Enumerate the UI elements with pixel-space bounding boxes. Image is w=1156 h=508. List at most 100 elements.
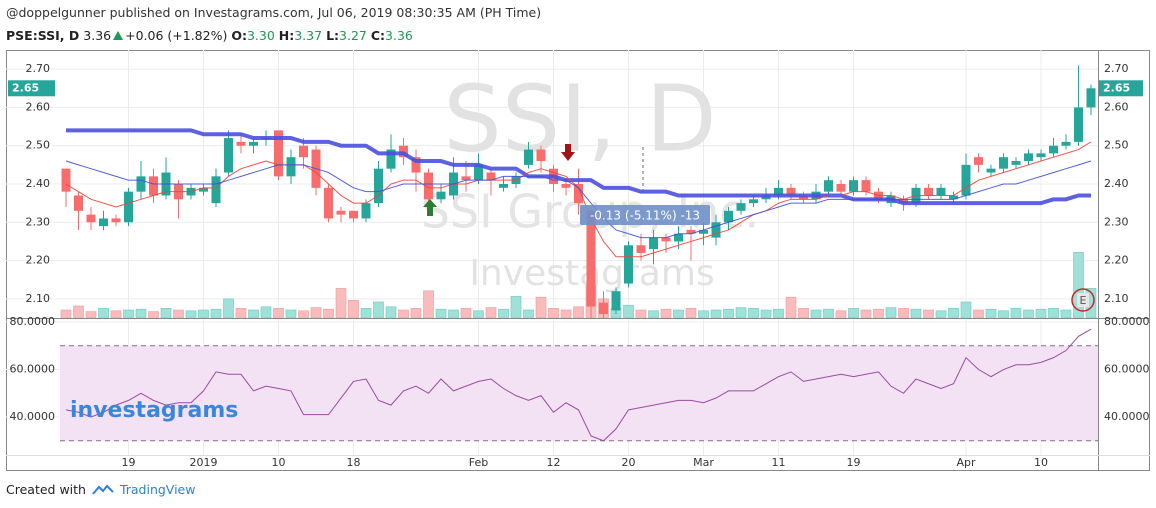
volume-bar bbox=[360, 308, 372, 318]
callout-text: -0.13 (-5.11%) -13 bbox=[590, 209, 700, 223]
candle-body bbox=[861, 180, 871, 192]
brand[interactable]: TradingView bbox=[119, 482, 196, 497]
candle-body bbox=[961, 164, 971, 196]
close-label: C: bbox=[370, 28, 386, 43]
chart: SSI, D SSI Group, Inc. Investagrams 2.10… bbox=[6, 50, 1150, 471]
last-price-badge bbox=[8, 80, 55, 97]
volume-bar bbox=[148, 311, 159, 318]
candle-body bbox=[1074, 107, 1083, 142]
callout-box bbox=[580, 205, 710, 225]
candle-body bbox=[1011, 161, 1021, 165]
volume-bar bbox=[260, 306, 272, 318]
candle-body bbox=[636, 245, 646, 253]
volume-bar bbox=[310, 307, 322, 318]
candle-body bbox=[524, 149, 533, 165]
rsi-band bbox=[60, 345, 1098, 441]
y-tick-label: 2.20 bbox=[26, 254, 51, 267]
candle-body bbox=[224, 138, 233, 173]
volume-bar bbox=[860, 309, 872, 318]
volume-bar bbox=[1060, 309, 1072, 318]
logo: investagrams bbox=[70, 398, 238, 423]
volume-bar bbox=[510, 296, 522, 318]
rsi-line bbox=[65, 328, 1092, 442]
buy-arrow bbox=[423, 199, 437, 216]
volume-bar bbox=[373, 301, 384, 318]
candle-body bbox=[1024, 153, 1033, 162]
volume-bar bbox=[648, 310, 659, 318]
volume-bar bbox=[335, 288, 347, 318]
open-label: O: bbox=[231, 28, 247, 43]
volume-bar bbox=[273, 308, 284, 318]
last-price-label: 2.65 bbox=[1103, 81, 1130, 94]
last-price-label: 2.65 bbox=[12, 81, 39, 94]
candle-body bbox=[374, 168, 383, 204]
last-price-badge bbox=[1099, 80, 1143, 97]
volume-bar bbox=[560, 309, 572, 318]
candle-body bbox=[849, 180, 858, 192]
y-tick-label: 2.30 bbox=[1104, 215, 1129, 228]
high: 3.37 bbox=[294, 28, 323, 43]
rsi-tick-label: 80.0000 bbox=[1104, 315, 1150, 328]
volume-bar bbox=[960, 301, 972, 318]
candle-body bbox=[324, 187, 333, 219]
candle-body bbox=[749, 199, 758, 204]
open: 3.30 bbox=[246, 28, 275, 43]
event-badge[interactable] bbox=[1077, 293, 1089, 307]
candle-body bbox=[349, 210, 358, 219]
volume-bar bbox=[998, 310, 1009, 318]
created-with: Created with bbox=[6, 482, 86, 497]
volume-bar bbox=[235, 308, 247, 318]
volume-bar bbox=[835, 310, 847, 318]
volume-bar bbox=[460, 308, 472, 318]
last-price: 3.36 bbox=[83, 28, 112, 43]
volume-bar bbox=[685, 308, 697, 318]
x-tick-label: 20 bbox=[622, 456, 636, 469]
close: 3.36 bbox=[385, 28, 413, 43]
y-tick-label: 2.20 bbox=[1104, 254, 1129, 267]
y-tick-label: 2.30 bbox=[26, 215, 51, 228]
candle-body bbox=[586, 210, 596, 307]
moving-average bbox=[66, 128, 1091, 206]
candle-body bbox=[274, 130, 283, 177]
candle-body bbox=[736, 203, 746, 211]
volume-bar bbox=[935, 310, 947, 318]
candle-body bbox=[936, 187, 946, 196]
x-tick-label: 12 bbox=[547, 456, 561, 469]
volume-bar bbox=[173, 309, 184, 318]
low: 3.27 bbox=[339, 28, 367, 43]
volume-bar bbox=[473, 310, 484, 318]
y-tick-label: 2.70 bbox=[1104, 62, 1129, 75]
event-circle[interactable] bbox=[1071, 288, 1095, 312]
x-tick-label: 10 bbox=[272, 456, 286, 469]
y-tick-label: 2.10 bbox=[26, 292, 51, 305]
volume-bar bbox=[635, 309, 647, 318]
high-label: H: bbox=[278, 28, 295, 43]
volume-bar bbox=[735, 307, 747, 318]
candle-body bbox=[149, 176, 158, 196]
candle-body bbox=[211, 176, 221, 204]
candle-body bbox=[686, 229, 696, 234]
volume-bar bbox=[223, 298, 234, 318]
volume-bar bbox=[523, 309, 534, 318]
candle-body bbox=[199, 187, 208, 192]
volume-bar bbox=[698, 310, 709, 318]
volume-bar bbox=[498, 308, 509, 318]
volume-bar bbox=[723, 308, 734, 318]
rsi-tick-label: 40.0000 bbox=[10, 410, 56, 423]
event-marker[interactable]: E bbox=[1080, 294, 1087, 307]
low-label: L: bbox=[326, 28, 340, 43]
volume-bar bbox=[398, 309, 409, 318]
watermark-title: SSI, D bbox=[443, 65, 716, 172]
candle-body bbox=[1049, 145, 1058, 154]
volume-bar bbox=[535, 296, 547, 318]
volume-bar bbox=[773, 308, 784, 318]
y-tick-label: 2.10 bbox=[1104, 292, 1129, 305]
candle-body bbox=[624, 245, 633, 284]
rsi-tick-label: 80.0000 bbox=[10, 315, 56, 328]
candle-body bbox=[949, 195, 958, 200]
candle-body bbox=[711, 222, 721, 238]
candle-body bbox=[124, 191, 133, 223]
y-tick-label: 2.60 bbox=[26, 100, 51, 113]
candle-body bbox=[74, 195, 83, 211]
footer: Created with TradingView bbox=[6, 482, 195, 497]
